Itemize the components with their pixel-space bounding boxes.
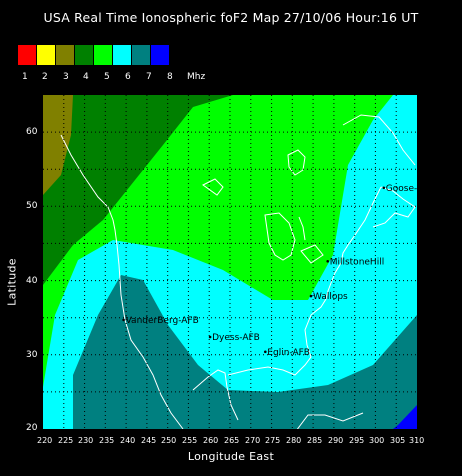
scale-label-3: 3 xyxy=(63,72,69,82)
x-tick-240: 240 xyxy=(120,436,136,445)
scale-units: Mhz xyxy=(187,72,206,82)
coastlines xyxy=(60,114,416,429)
nova-scotia-coast xyxy=(372,186,416,228)
x-axis-label: Longitude East xyxy=(187,450,275,463)
x-tick-295: 295 xyxy=(349,436,365,445)
x-tick-255: 255 xyxy=(182,436,198,445)
x-tick-280: 280 xyxy=(286,436,302,445)
scale-swatch-6 xyxy=(113,45,132,65)
station-wallops: Wallops xyxy=(309,292,348,302)
labrador-coast xyxy=(342,114,416,166)
great-lakes xyxy=(264,212,296,261)
foF2-map: Goose-B MillstoneHill Wallops VanderBerg… xyxy=(43,95,417,429)
station-markers: Goose-B MillstoneHill Wallops VanderBerg… xyxy=(122,184,417,358)
scale-swatch-5 xyxy=(94,45,113,65)
station-goose-b: Goose-B xyxy=(382,184,417,194)
foF2-color-scale xyxy=(17,44,171,66)
scale-label-2: 2 xyxy=(42,72,48,82)
station-label-goose-b: Goose-B xyxy=(386,184,417,194)
scale-label-6: 6 xyxy=(125,72,131,82)
lake-michigan xyxy=(298,216,306,241)
y-tick-30: 30 xyxy=(26,350,38,360)
station-eglin-afb: Eglin-AFB xyxy=(264,348,310,358)
atlantic-gulf-coast xyxy=(227,186,382,376)
x-tick-270: 270 xyxy=(245,436,261,445)
y-tick-50: 50 xyxy=(26,201,38,211)
scale-swatch-1 xyxy=(18,45,37,65)
scale-label-1: 1 xyxy=(22,72,28,82)
y-tick-60: 60 xyxy=(26,127,38,137)
scale-swatch-7 xyxy=(132,45,151,65)
scale-label-8: 8 xyxy=(167,72,173,82)
map-title: USA Real Time Ionospheric foF2 Map 27/10… xyxy=(43,10,419,25)
scale-label-7: 7 xyxy=(146,72,152,82)
lake-winnipeg xyxy=(202,178,224,196)
y-axis-label: Latitude xyxy=(5,258,19,306)
station-vanderberg-afb: VanderBerg-AFB xyxy=(122,316,199,326)
lake-erie xyxy=(300,244,324,264)
x-tick-265: 265 xyxy=(224,436,240,445)
x-tick-225: 225 xyxy=(58,436,74,445)
station-dyess-afb: Dyess-AFB xyxy=(208,333,260,343)
x-tick-245: 245 xyxy=(141,436,157,445)
scale-label-4: 4 xyxy=(83,72,89,82)
y-tick-20: 20 xyxy=(26,423,38,433)
cuba-coast xyxy=(296,412,364,429)
x-tick-290: 290 xyxy=(328,436,344,445)
station-label-eglin-afb: Eglin-AFB xyxy=(267,348,310,358)
hudson-bay-edge xyxy=(287,149,306,176)
x-tick-260: 260 xyxy=(203,436,219,445)
x-tick-220: 220 xyxy=(37,436,53,445)
scale-swatch-2 xyxy=(37,45,56,65)
x-tick-305: 305 xyxy=(390,436,406,445)
station-label-wallops: Wallops xyxy=(313,292,348,302)
pacific-coast xyxy=(60,134,184,429)
x-tick-300: 300 xyxy=(369,436,385,445)
station-label-vanderberg-afb: VanderBerg-AFB xyxy=(126,316,199,326)
station-label-millstone-hill: MillstoneHill xyxy=(330,257,385,267)
x-tick-230: 230 xyxy=(78,436,94,445)
station-millstone-hill: MillstoneHill xyxy=(326,257,384,267)
x-tick-250: 250 xyxy=(161,436,177,445)
scale-swatch-4 xyxy=(75,45,94,65)
scale-label-5: 5 xyxy=(104,72,110,82)
gulf-california-coast xyxy=(192,369,239,421)
band-3mhz xyxy=(43,95,73,195)
x-tick-235: 235 xyxy=(99,436,115,445)
scale-swatch-3 xyxy=(56,45,75,65)
scale-swatch-8 xyxy=(151,45,170,65)
x-tick-285: 285 xyxy=(307,436,323,445)
x-tick-275: 275 xyxy=(265,436,281,445)
station-label-dyess-afb: Dyess-AFB xyxy=(212,333,260,343)
x-tick-310: 310 xyxy=(409,436,425,445)
band-8mhz xyxy=(393,405,417,429)
y-tick-40: 40 xyxy=(26,276,38,286)
